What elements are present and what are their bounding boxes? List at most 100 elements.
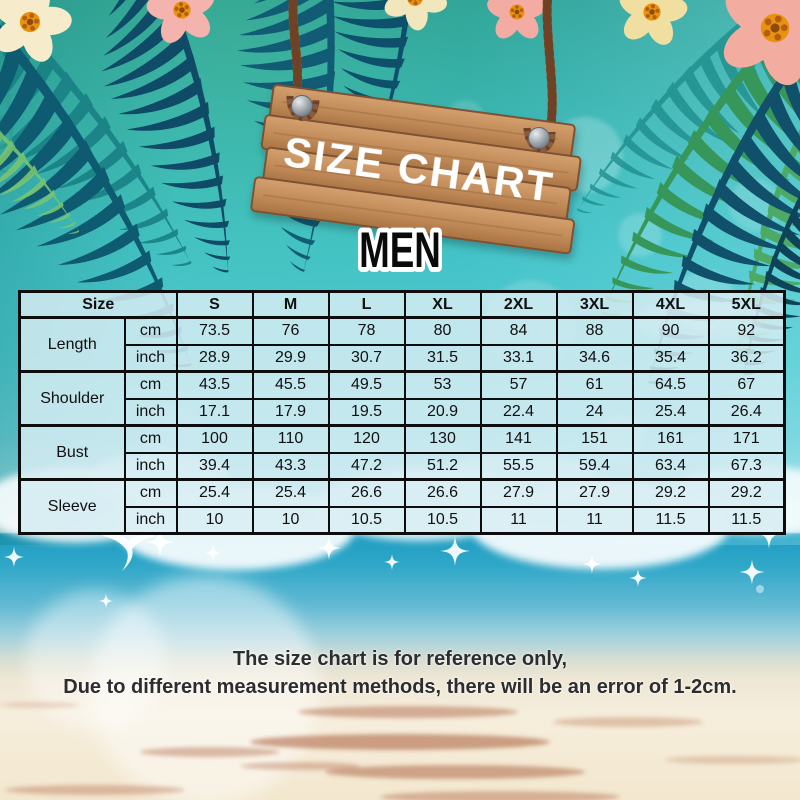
table-cell: 22.4 [479,397,558,427]
unit-label: cm [123,316,178,346]
table-cell: 11.5 [631,505,710,535]
table-row: Length cm 73.5 76 78 80 84 88 90 92 [18,316,786,373]
table-cell: 17.9 [251,397,330,427]
table-cell: 80 [403,316,482,346]
table-cell: 64.5 [631,370,710,400]
size-chart-table: Size S M L XL 2XL 3XL 4XL 5XL Length cm … [18,290,787,535]
table-cell: 33.1 [479,343,558,373]
table-row: inch 39.4 43.3 47.2 51.2 55.5 59.4 63.4 … [20,451,786,481]
flower-pink-center [484,0,550,44]
table-cell: 110 [251,424,330,454]
table-cell: 171 [707,424,786,454]
table-cell: 100 [175,424,254,454]
footnote: The size chart is for reference only, Du… [0,645,800,701]
table-cell: 61 [555,370,634,400]
row-label-sleeve: Sleeve [18,478,126,535]
table-cell: 19.5 [327,397,406,427]
table-cell: 26.4 [707,397,786,427]
table-cell: 35.4 [631,343,710,373]
table-cell: 141 [479,424,558,454]
table-row: inch 28.9 29.9 30.7 31.5 33.1 34.6 35.4 … [20,343,786,373]
table-row: inch 10 10 10.5 10.5 11 11 11.5 11.5 [20,505,786,535]
table-row: Sleeve cm 25.4 25.4 26.6 26.6 27.9 27.9 … [18,478,786,535]
table-cell: 10 [175,505,254,535]
unit-label: inch [123,397,178,427]
table-cell: 11 [479,505,558,535]
table-cell: 31.5 [403,343,482,373]
table-cell: 17.1 [175,397,254,427]
table-cell: 51.2 [403,451,482,481]
table-cell: 29.2 [631,478,710,508]
table-cell: 11.5 [707,505,786,535]
row-label-length: Length [18,316,126,373]
row-label-shoulder: Shoulder [18,370,126,427]
col-header: 5XL [707,290,786,319]
nail-right-icon [528,127,550,149]
table-cell: 10.5 [327,505,406,535]
col-header-size: Size [18,290,178,319]
seagull-icon [102,533,158,571]
table-cell: 55.5 [479,451,558,481]
table-cell: 59.4 [555,451,634,481]
table-cell: 43.3 [251,451,330,481]
sparkles [3,517,785,609]
col-header: 4XL [631,290,710,319]
table-cell: 26.6 [327,478,406,508]
table-cell: 67.3 [707,451,786,481]
table-cell: 43.5 [175,370,254,400]
table-cell: 130 [403,424,482,454]
table-cell: 29.9 [251,343,330,373]
table-cell: 76 [251,316,330,346]
table-cell: 26.6 [403,478,482,508]
hanging-sign: SIZE CHART [250,84,582,255]
table-cell: 36.2 [707,343,786,373]
table-cell: 29.2 [707,478,786,508]
unit-label: inch [123,451,178,481]
table-cell: 88 [555,316,634,346]
table-cell: 25.4 [631,397,710,427]
table-cell: 34.6 [555,343,634,373]
table-cell: 151 [555,424,634,454]
table-cell: 27.9 [555,478,634,508]
rope-right [534,0,557,139]
col-header: 3XL [555,290,634,319]
table-cell: 49.5 [327,370,406,400]
table-cell: 11 [555,505,634,535]
nail-left-icon [291,95,313,117]
flower-yellow-right [608,0,696,54]
table-header-row: Size S M L XL 2XL 3XL 4XL 5XL [18,290,786,319]
table-cell: 73.5 [175,316,254,346]
men-heading-text: MEN [359,224,441,278]
table-cell: 30.7 [327,343,406,373]
table-cell: 90 [631,316,710,346]
table-cell: 57 [479,370,558,400]
men-heading: MEN [355,224,445,280]
table-cell: 25.4 [251,478,330,508]
unit-label: cm [123,370,178,400]
table-cell: 10.5 [403,505,482,535]
table-cell: 84 [479,316,558,346]
footnote-line-2: Due to different measurement methods, th… [63,676,737,698]
table-row: Shoulder cm 43.5 45.5 49.5 53 57 61 64.5… [18,370,786,427]
table-cell: 92 [707,316,786,346]
table-cell: 63.4 [631,451,710,481]
unit-label: cm [123,478,178,508]
col-header: XL [403,290,482,319]
footnote-line-1: The size chart is for reference only, [232,648,568,670]
table-cell: 161 [631,424,710,454]
table-cell: 24 [555,397,634,427]
size-chart-table-container: Size S M L XL 2XL 3XL 4XL 5XL Length cm … [18,290,787,535]
table-cell: 25.4 [175,478,254,508]
table-cell: 28.9 [175,343,254,373]
col-header: 2XL [479,290,558,319]
table-row: inch 17.1 17.9 19.5 20.9 22.4 24 25.4 26… [20,397,786,427]
sand-streaks [0,702,800,800]
table-cell: 78 [327,316,406,346]
table-cell: 10 [251,505,330,535]
table-cell: 20.9 [403,397,482,427]
table-cell: 45.5 [251,370,330,400]
table-cell: 39.4 [175,451,254,481]
col-header: M [251,290,330,319]
table-cell: 67 [707,370,786,400]
